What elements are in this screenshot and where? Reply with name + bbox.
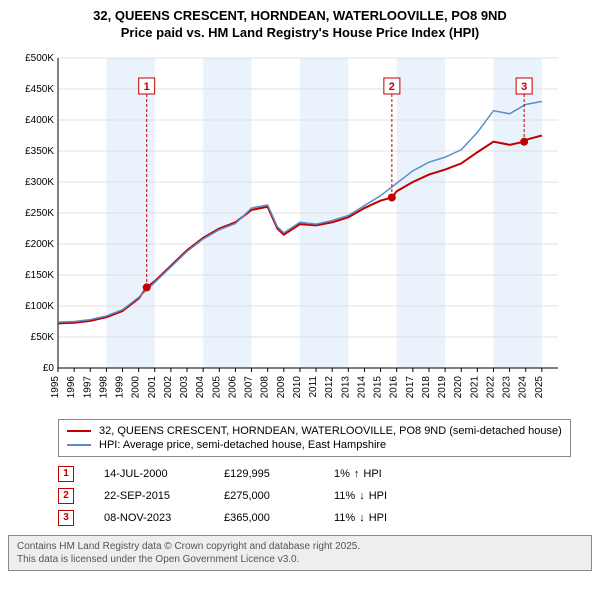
legend-item: 32, QUEENS CRESCENT, HORNDEAN, WATERLOOV… xyxy=(67,424,562,438)
svg-text:£300K: £300K xyxy=(25,177,54,188)
svg-text:£150K: £150K xyxy=(25,270,54,281)
sale-row: 2 22-SEP-2015 £275,000 11%↓HPI xyxy=(58,485,592,507)
svg-text:1997: 1997 xyxy=(82,375,93,398)
svg-text:2025: 2025 xyxy=(534,375,545,398)
svg-text:2024: 2024 xyxy=(518,375,529,398)
sale-date: 08-NOV-2023 xyxy=(104,512,194,524)
svg-text:2017: 2017 xyxy=(405,375,416,398)
sale-hpi: 1%↑HPI xyxy=(334,468,414,480)
legend-swatch xyxy=(67,430,91,432)
svg-text:£450K: £450K xyxy=(25,84,54,95)
svg-text:£200K: £200K xyxy=(25,239,54,250)
title-line2: Price paid vs. HM Land Registry's House … xyxy=(8,25,592,42)
svg-text:£50K: £50K xyxy=(31,332,55,343)
legend-label: HPI: Average price, semi-detached house,… xyxy=(99,439,386,451)
title-line1: 32, QUEENS CRESCENT, HORNDEAN, WATERLOOV… xyxy=(8,8,592,25)
svg-text:£350K: £350K xyxy=(25,146,54,157)
sale-hpi: 11%↓HPI xyxy=(334,490,414,502)
svg-text:1998: 1998 xyxy=(98,375,109,398)
svg-text:3: 3 xyxy=(521,81,527,93)
sales-table: 1 14-JUL-2000 £129,995 1%↑HPI 2 22-SEP-2015 £2… xyxy=(58,463,592,529)
svg-text:1996: 1996 xyxy=(66,375,77,398)
svg-text:1999: 1999 xyxy=(115,375,126,398)
svg-text:1: 1 xyxy=(144,81,150,93)
svg-text:2007: 2007 xyxy=(244,375,255,398)
footer-line1: Contains HM Land Registry data © Crown c… xyxy=(17,540,583,553)
sale-date: 14-JUL-2000 xyxy=(104,468,194,480)
svg-text:£400K: £400K xyxy=(25,115,54,126)
svg-text:2: 2 xyxy=(389,81,395,93)
sale-row: 3 08-NOV-2023 £365,000 11%↓HPI xyxy=(58,507,592,529)
svg-text:2005: 2005 xyxy=(211,375,222,398)
svg-text:2021: 2021 xyxy=(469,375,480,398)
svg-text:2023: 2023 xyxy=(502,375,513,398)
svg-text:£100K: £100K xyxy=(25,301,54,312)
svg-text:2019: 2019 xyxy=(437,375,448,398)
svg-text:2008: 2008 xyxy=(260,375,271,398)
svg-text:£500K: £500K xyxy=(25,53,54,64)
svg-text:2015: 2015 xyxy=(373,375,384,398)
svg-text:2018: 2018 xyxy=(421,375,432,398)
sale-marker: 3 xyxy=(58,510,74,526)
svg-text:1995: 1995 xyxy=(50,375,61,398)
svg-text:2009: 2009 xyxy=(276,375,287,398)
legend-label: 32, QUEENS CRESCENT, HORNDEAN, WATERLOOV… xyxy=(99,425,562,437)
sale-marker: 1 xyxy=(58,466,74,482)
svg-text:2012: 2012 xyxy=(324,375,335,398)
sale-hpi: 11%↓HPI xyxy=(334,512,414,524)
sale-row: 1 14-JUL-2000 £129,995 1%↑HPI xyxy=(58,463,592,485)
sale-marker: 2 xyxy=(58,488,74,504)
footer-attribution: Contains HM Land Registry data © Crown c… xyxy=(8,535,592,571)
legend-item: HPI: Average price, semi-detached house,… xyxy=(67,438,562,452)
sale-price: £129,995 xyxy=(224,468,304,480)
svg-text:2013: 2013 xyxy=(340,375,351,398)
sale-price: £365,000 xyxy=(224,512,304,524)
svg-text:£250K: £250K xyxy=(25,208,54,219)
price-chart: £0 £50K £100K £150K £200K £250K £300K £350K £400… xyxy=(8,48,592,413)
svg-text:2001: 2001 xyxy=(147,375,158,398)
svg-text:2002: 2002 xyxy=(163,375,174,398)
svg-text:2020: 2020 xyxy=(453,375,464,398)
chart-title: 32, QUEENS CRESCENT, HORNDEAN, WATERLOOV… xyxy=(8,8,592,42)
footer-line2: This data is licensed under the Open Gov… xyxy=(17,553,583,566)
svg-text:2011: 2011 xyxy=(308,375,319,397)
svg-text:2010: 2010 xyxy=(292,375,303,398)
svg-text:2000: 2000 xyxy=(131,375,142,398)
sale-date: 22-SEP-2015 xyxy=(104,490,194,502)
svg-text:2003: 2003 xyxy=(179,375,190,398)
svg-text:2004: 2004 xyxy=(195,375,206,398)
svg-text:2016: 2016 xyxy=(389,375,400,398)
svg-text:2006: 2006 xyxy=(227,375,238,398)
svg-text:£0: £0 xyxy=(43,363,55,374)
legend-swatch xyxy=(67,444,91,446)
legend: 32, QUEENS CRESCENT, HORNDEAN, WATERLOOV… xyxy=(58,419,571,457)
sale-price: £275,000 xyxy=(224,490,304,502)
svg-text:2022: 2022 xyxy=(485,375,496,398)
chart-svg: £0 £50K £100K £150K £200K £250K £300K £350K £400… xyxy=(8,48,568,408)
svg-text:2014: 2014 xyxy=(356,375,367,398)
